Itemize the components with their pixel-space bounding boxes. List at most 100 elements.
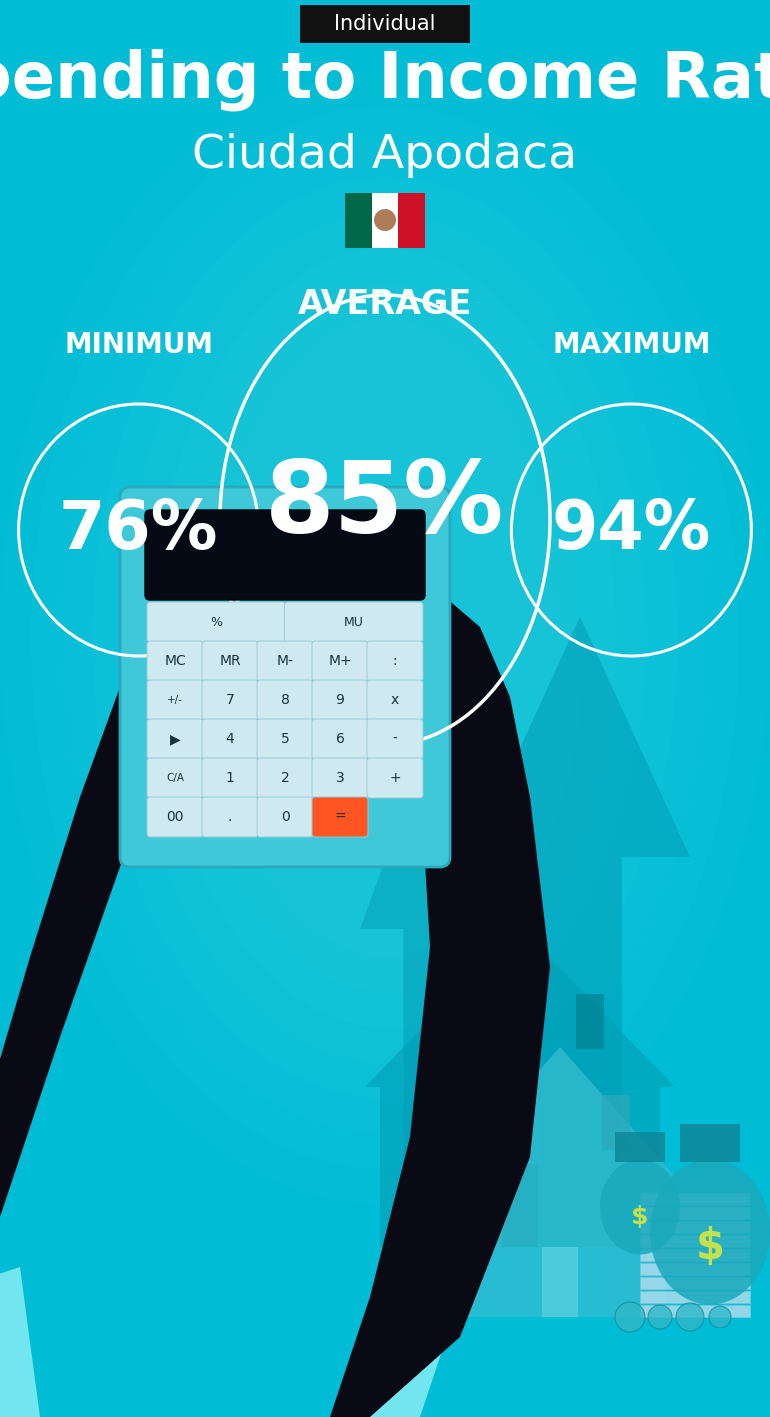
Text: 9: 9 <box>336 693 344 707</box>
Text: 0: 0 <box>280 811 290 825</box>
FancyBboxPatch shape <box>147 718 203 760</box>
Bar <box>640 1277 750 1289</box>
Text: 4: 4 <box>226 733 234 745</box>
Text: 3: 3 <box>336 771 344 785</box>
Bar <box>640 1263 750 1275</box>
Ellipse shape <box>600 1159 680 1254</box>
Bar <box>398 193 425 248</box>
Circle shape <box>615 1302 645 1332</box>
Circle shape <box>648 1305 672 1329</box>
Text: 7: 7 <box>226 693 234 707</box>
FancyBboxPatch shape <box>257 758 313 798</box>
Bar <box>640 1291 750 1304</box>
FancyBboxPatch shape <box>202 758 258 798</box>
Bar <box>455 1182 665 1316</box>
Polygon shape <box>0 577 235 1417</box>
Polygon shape <box>330 597 550 1417</box>
FancyBboxPatch shape <box>257 680 313 720</box>
Text: MR: MR <box>219 655 241 667</box>
Text: ▶: ▶ <box>169 733 180 745</box>
FancyBboxPatch shape <box>147 796 203 837</box>
Text: 5: 5 <box>280 733 290 745</box>
Text: 76%: 76% <box>59 497 219 563</box>
FancyBboxPatch shape <box>120 487 450 867</box>
FancyBboxPatch shape <box>202 796 258 837</box>
Text: M-: M- <box>276 655 293 667</box>
FancyBboxPatch shape <box>312 718 368 760</box>
Text: 8: 8 <box>280 693 290 707</box>
Text: MC: MC <box>164 655 186 667</box>
Polygon shape <box>440 1047 680 1182</box>
FancyBboxPatch shape <box>284 602 423 642</box>
FancyBboxPatch shape <box>147 602 286 642</box>
FancyBboxPatch shape <box>312 758 368 798</box>
FancyBboxPatch shape <box>147 640 203 682</box>
FancyBboxPatch shape <box>145 510 425 599</box>
FancyBboxPatch shape <box>147 758 203 798</box>
Text: M+: M+ <box>328 655 352 667</box>
FancyBboxPatch shape <box>202 640 258 682</box>
Polygon shape <box>470 616 690 1217</box>
Text: AVERAGE: AVERAGE <box>298 289 472 322</box>
FancyBboxPatch shape <box>202 680 258 720</box>
Text: =: = <box>334 811 346 825</box>
Text: 85%: 85% <box>266 456 504 554</box>
Bar <box>640 1236 750 1247</box>
FancyBboxPatch shape <box>257 718 313 760</box>
Circle shape <box>676 1304 704 1331</box>
FancyBboxPatch shape <box>312 640 368 682</box>
FancyBboxPatch shape <box>147 680 203 720</box>
Circle shape <box>709 1306 731 1328</box>
Bar <box>615 1132 665 1162</box>
Text: %: % <box>210 615 223 629</box>
Bar <box>380 1087 660 1247</box>
FancyBboxPatch shape <box>367 640 423 682</box>
Text: -: - <box>393 733 397 745</box>
Bar <box>502 1163 538 1247</box>
Text: .: . <box>228 811 233 825</box>
Circle shape <box>374 208 396 231</box>
FancyBboxPatch shape <box>202 718 258 760</box>
Text: $: $ <box>631 1204 649 1229</box>
Text: 6: 6 <box>336 733 344 745</box>
Bar <box>640 1248 750 1261</box>
Bar <box>345 193 372 248</box>
Bar <box>640 1207 750 1219</box>
Text: MU: MU <box>344 615 363 629</box>
Bar <box>640 1305 750 1316</box>
Bar <box>542 1247 578 1316</box>
Bar <box>602 1094 630 1149</box>
FancyBboxPatch shape <box>367 758 423 798</box>
Bar <box>576 993 604 1049</box>
Text: +/-: +/- <box>167 694 183 706</box>
Bar <box>640 1221 750 1233</box>
Text: Spending to Income Ratio: Spending to Income Ratio <box>0 48 770 112</box>
Polygon shape <box>330 1287 450 1417</box>
Polygon shape <box>365 927 675 1087</box>
Text: 1: 1 <box>226 771 234 785</box>
Text: x: x <box>391 693 399 707</box>
Text: 2: 2 <box>280 771 290 785</box>
Polygon shape <box>0 1267 40 1417</box>
FancyBboxPatch shape <box>312 796 368 837</box>
Text: $: $ <box>695 1226 725 1268</box>
Text: MAXIMUM: MAXIMUM <box>552 332 711 359</box>
FancyBboxPatch shape <box>367 718 423 760</box>
Text: +: + <box>389 771 401 785</box>
Text: Individual: Individual <box>334 14 436 34</box>
Text: :: : <box>393 655 397 667</box>
Ellipse shape <box>650 1159 770 1305</box>
Bar <box>680 1124 740 1162</box>
FancyBboxPatch shape <box>300 6 470 43</box>
Text: 94%: 94% <box>552 497 711 563</box>
FancyBboxPatch shape <box>257 640 313 682</box>
Polygon shape <box>360 737 500 1217</box>
Bar <box>372 193 398 248</box>
Text: Ciudad Apodaca: Ciudad Apodaca <box>192 133 578 177</box>
Text: MINIMUM: MINIMUM <box>64 332 213 359</box>
Bar <box>640 1193 750 1204</box>
FancyBboxPatch shape <box>312 680 368 720</box>
FancyBboxPatch shape <box>257 796 313 837</box>
FancyBboxPatch shape <box>367 680 423 720</box>
Text: C/A: C/A <box>166 774 184 784</box>
